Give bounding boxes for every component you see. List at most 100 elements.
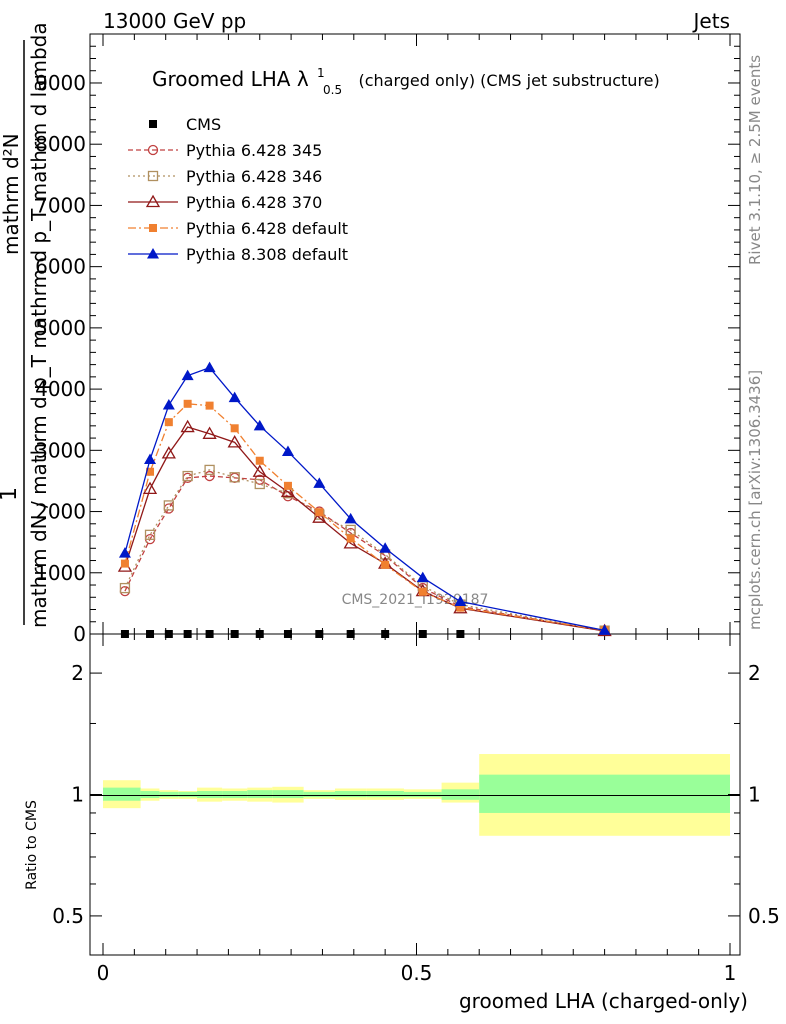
series-5 [118, 361, 611, 635]
main-y-axis: 0 1000 2000 3000 4000 5000 6000 7000 8000 9000 [35, 33, 740, 646]
data-point [146, 630, 155, 638]
data-point [456, 630, 465, 638]
series-line [124, 475, 605, 632]
data-point [118, 547, 131, 558]
chart-title-suffix: (charged only) (CMS jet substructure) [358, 71, 659, 90]
y-tick-label: 1000 [35, 561, 86, 585]
ratio-band-inner [159, 791, 179, 798]
data-point [205, 630, 214, 638]
y-tick-label: 7000 [35, 193, 86, 217]
data-point [253, 419, 266, 431]
data-point [202, 426, 217, 439]
legend-label: Pythia 6.428 default [186, 219, 348, 238]
data-point [418, 587, 427, 596]
ratio-band-inner [197, 791, 223, 799]
y-tick-label: 6000 [35, 255, 86, 279]
data-point [120, 559, 129, 568]
ratio-tick-label-right: 0.5 [748, 904, 780, 928]
data-point [144, 529, 156, 540]
series-line [124, 366, 605, 631]
data-point [254, 478, 265, 490]
data-point [146, 467, 155, 476]
ratio-band-inner [222, 791, 248, 799]
data-point [343, 536, 358, 549]
data-point [204, 470, 215, 482]
y-axis-label-numerator: 1 [0, 487, 22, 501]
y-tick-label: 3000 [35, 438, 86, 462]
data-point [252, 464, 267, 477]
y-tick-label: 0 [73, 622, 86, 646]
legend-marker [147, 170, 159, 182]
x-tick-label: 1 [724, 961, 737, 985]
data-point [416, 571, 429, 583]
legend-label: Pythia 6.428 370 [186, 193, 322, 212]
y-axis-label-alt: mathrm d²N [0, 133, 23, 255]
ratio-band-inner [441, 789, 480, 800]
chart-title-sup: 1 [317, 66, 325, 80]
data-point [120, 630, 129, 638]
data-point [205, 401, 214, 410]
data-point [203, 361, 216, 373]
ratio-band-inner [103, 787, 141, 801]
data-point [344, 512, 357, 524]
data-point [456, 603, 465, 612]
legend-marker [147, 144, 159, 156]
chart-title-sub: 0.5 [323, 83, 342, 97]
ratio-tick-label: 0.5 [52, 904, 84, 928]
y-tick-label: 4000 [35, 377, 86, 401]
series-4 [120, 399, 609, 635]
data-point [144, 453, 157, 465]
data-point [228, 391, 241, 403]
ratio-bands [103, 754, 730, 836]
data-point [204, 464, 215, 476]
data-point [379, 542, 392, 553]
data-point [182, 470, 193, 482]
header-left: 13000 GeV pp [103, 9, 246, 33]
data-point [183, 630, 192, 638]
data-point [162, 399, 175, 410]
ratio-tick-label-right: 2 [748, 661, 761, 685]
data-point [454, 595, 467, 607]
ratio-band-inner [479, 774, 730, 813]
data-point [164, 418, 173, 427]
legend: CMS Pythia 6.428 345 Pythia 6.428 346 Pythi… [128, 115, 348, 264]
ratio-band-inner [247, 790, 273, 799]
data-point [180, 419, 195, 433]
data-point [315, 508, 324, 517]
y-tick-label: 2000 [35, 500, 86, 524]
legend-marker [149, 224, 157, 232]
mcplots-label: mcplots.cern.ch [arXiv:1306.3436] [746, 370, 764, 630]
legend-label: Pythia 8.308 default [186, 245, 348, 264]
chart-title-main: Groomed LHA λ [152, 67, 309, 91]
y-tick-label: 9000 [35, 71, 86, 95]
series-1 [119, 470, 610, 637]
legend-marker [145, 194, 161, 208]
y-tick-label: 5000 [35, 316, 86, 340]
data-point [229, 472, 240, 483]
data-point [313, 477, 326, 488]
data-point [227, 435, 242, 448]
series-0 [120, 630, 465, 638]
ratio-band-inner [272, 790, 304, 799]
data-point [255, 630, 264, 638]
ratio-tick-label: 2 [71, 661, 84, 685]
ratio-band-inner [303, 791, 335, 798]
data-point [345, 524, 356, 536]
ratio-tick-label-right: 1 [748, 783, 761, 807]
header-right: Jets [692, 9, 730, 33]
legend-marker [149, 120, 157, 128]
data-point [230, 424, 239, 433]
data-point [381, 630, 390, 638]
data-point [315, 630, 324, 638]
data-point [346, 534, 355, 543]
series-line [124, 403, 605, 631]
data-point [230, 630, 239, 638]
data-point [142, 481, 158, 495]
data-point [280, 484, 296, 498]
legend-label: Pythia 6.428 345 [186, 141, 322, 160]
data-point [183, 399, 192, 408]
ratio-tick-label: 1 [71, 783, 84, 807]
x-axis-label: groomed LHA (charged-only) [459, 989, 748, 1013]
ratio-y-axis: 0.5 0.5 1 1 2 2 [52, 661, 780, 928]
